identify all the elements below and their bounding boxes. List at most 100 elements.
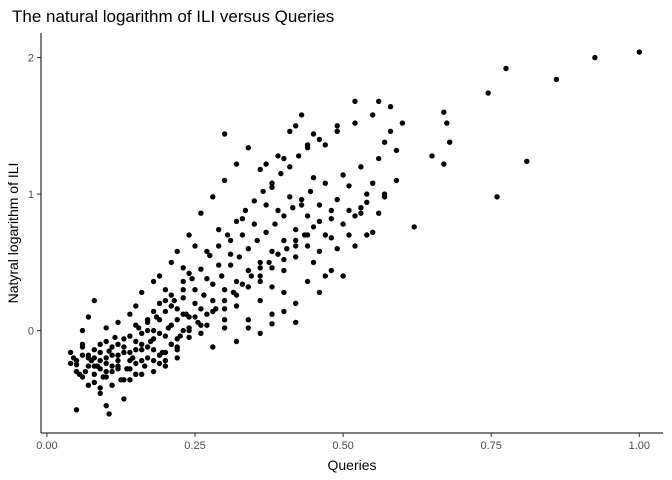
data-point — [156, 360, 163, 367]
data-point — [221, 287, 228, 293]
data-point — [316, 218, 323, 225]
data-point — [441, 109, 447, 115]
data-point — [133, 347, 139, 353]
data-point — [192, 314, 198, 320]
data-point — [103, 403, 109, 409]
data-point — [97, 385, 103, 391]
data-point — [82, 368, 89, 375]
data-point — [358, 205, 364, 211]
data-point — [316, 289, 323, 296]
data-point — [328, 267, 334, 274]
data-point — [316, 136, 323, 143]
x-tick-label: 0.25 — [184, 440, 205, 452]
data-point — [180, 265, 186, 271]
data-point — [358, 164, 364, 170]
data-point — [298, 202, 305, 208]
data-point — [221, 325, 228, 331]
data-point — [201, 292, 207, 298]
data-point — [186, 334, 192, 341]
data-point — [91, 297, 98, 304]
data-point — [245, 145, 251, 151]
data-point — [242, 207, 249, 214]
data-point — [192, 300, 198, 306]
data-point — [115, 319, 121, 326]
data-point — [245, 267, 251, 274]
data-point — [103, 368, 109, 375]
data-point — [168, 259, 174, 266]
data-point — [162, 349, 169, 356]
data-point — [293, 254, 299, 260]
data-point — [316, 248, 323, 255]
data-point — [207, 252, 213, 259]
data-point — [447, 139, 453, 145]
data-point — [174, 248, 180, 255]
data-point — [79, 374, 86, 380]
data-point — [233, 161, 240, 167]
data-point — [174, 306, 180, 312]
data-point — [310, 175, 317, 181]
data-point — [334, 196, 340, 203]
data-point — [139, 347, 145, 353]
data-point — [115, 341, 121, 347]
data-point — [156, 300, 163, 306]
data-point — [198, 330, 204, 336]
data-point — [275, 251, 281, 257]
data-point — [221, 306, 228, 312]
data-point — [174, 336, 180, 342]
data-point — [168, 303, 174, 309]
data-point — [192, 287, 198, 293]
data-point — [245, 325, 251, 331]
data-point — [109, 382, 115, 388]
data-point — [376, 98, 382, 105]
x-tick-label: 0.50 — [332, 440, 353, 452]
data-point — [281, 289, 287, 296]
data-point — [174, 317, 180, 323]
data-point — [293, 300, 299, 306]
data-point — [204, 311, 210, 317]
data-point — [322, 180, 328, 186]
data-point — [334, 128, 340, 134]
data-point — [186, 314, 192, 320]
data-point — [334, 123, 340, 129]
data-point — [186, 270, 192, 276]
data-point — [112, 334, 118, 341]
data-point — [97, 349, 103, 356]
data-point — [142, 363, 148, 369]
data-point — [376, 210, 382, 216]
data-point — [204, 322, 210, 328]
data-point — [281, 213, 287, 219]
data-point — [275, 207, 281, 214]
data-point — [387, 104, 394, 110]
data-point — [150, 357, 157, 364]
y-tick-label: 0 — [28, 326, 34, 338]
data-point — [399, 120, 406, 126]
data-point — [221, 317, 228, 323]
data-point — [133, 338, 139, 345]
data-point — [189, 276, 195, 282]
data-point — [281, 155, 287, 162]
data-point — [91, 347, 98, 353]
data-point — [91, 355, 98, 361]
data-point — [97, 341, 103, 347]
data-point — [233, 218, 240, 225]
data-point — [127, 377, 133, 383]
data-point — [103, 355, 109, 361]
data-point — [304, 213, 311, 219]
data-point — [287, 128, 293, 134]
data-point — [304, 243, 311, 249]
data-point — [328, 207, 334, 214]
data-point — [233, 278, 240, 285]
data-point — [304, 278, 311, 285]
data-point — [364, 199, 370, 205]
data-point — [109, 352, 115, 358]
data-point — [150, 347, 157, 353]
data-point — [73, 362, 80, 368]
data-point — [346, 232, 352, 238]
data-point — [284, 246, 290, 252]
data-point — [204, 248, 210, 255]
data-point — [494, 194, 500, 200]
data-point — [293, 243, 299, 249]
data-point — [224, 232, 231, 238]
data-point — [216, 243, 222, 249]
